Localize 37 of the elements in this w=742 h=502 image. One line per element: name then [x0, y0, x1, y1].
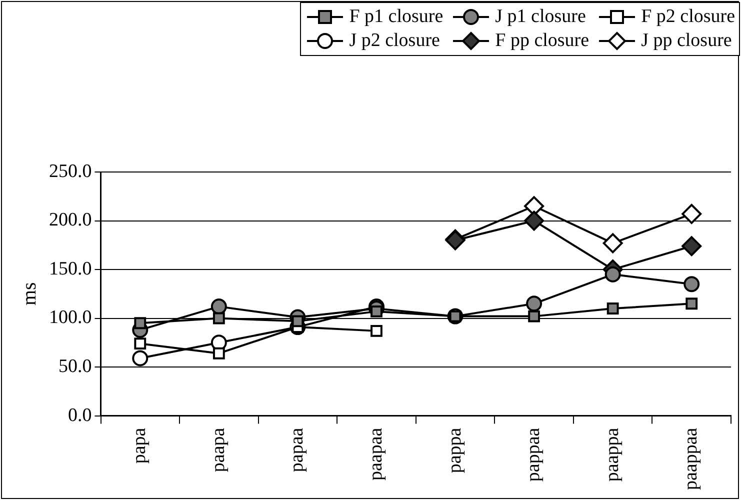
x-tick-label: pappa	[444, 427, 466, 474]
point	[682, 204, 702, 224]
legend-label: J p1 closure	[495, 6, 586, 28]
x-tick-label: paappa	[602, 427, 623, 482]
point	[528, 310, 540, 322]
point	[134, 338, 146, 350]
legend-label: F pp closure	[495, 30, 590, 52]
x-tick-label: paappaa	[680, 427, 702, 490]
y-axis-title: ms	[18, 282, 40, 306]
x-tick-label: papaa	[286, 427, 308, 472]
legend-label: J pp closure	[641, 30, 732, 52]
y-tick-label: 250.0	[49, 160, 92, 182]
point	[606, 302, 619, 314]
y-tick-label: 200.0	[49, 210, 92, 231]
y-tick-label: 150.0	[49, 258, 92, 280]
x-tick-label: pappaa	[523, 427, 544, 482]
point	[134, 317, 146, 330]
point	[526, 296, 542, 312]
point	[132, 350, 148, 366]
point	[212, 347, 225, 360]
point	[604, 266, 621, 282]
y-tick-label: 50.0	[58, 356, 92, 377]
x-tick-label: papa	[129, 427, 150, 464]
point	[686, 298, 698, 310]
x-tick-label: paapaa	[365, 427, 386, 480]
legend-label: F p1 closure	[349, 6, 444, 28]
point	[602, 233, 623, 254]
legend-label: F p2 closure	[641, 6, 735, 28]
point	[682, 236, 702, 256]
legend-label: J p2 closure	[349, 30, 440, 52]
point	[370, 324, 382, 337]
point	[684, 276, 700, 292]
point	[212, 312, 225, 324]
x-tick-label: paapa	[208, 427, 229, 472]
point	[524, 210, 544, 231]
y-tick-label: 0.0	[68, 404, 92, 426]
y-tick-label: 100.0	[49, 307, 92, 328]
